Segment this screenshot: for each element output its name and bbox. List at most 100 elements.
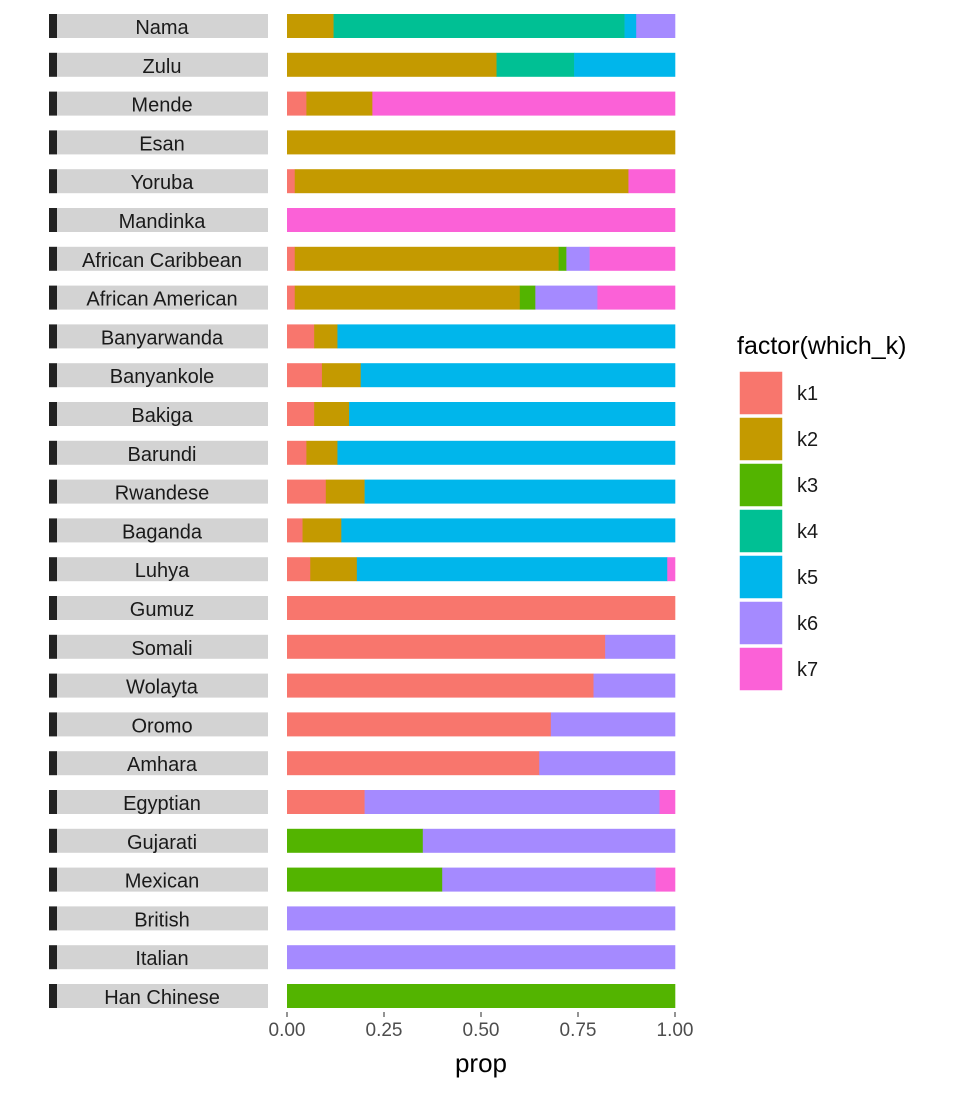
bar-segment-bakiga-k5 bbox=[349, 402, 676, 426]
bar-segment-banyarwanda-k1 bbox=[287, 324, 315, 349]
strip-panel-bakiga bbox=[57, 402, 268, 426]
bar-segment-mende-k1 bbox=[287, 91, 307, 116]
legend-key-k1 bbox=[738, 370, 784, 416]
bar-segment-mende-k7 bbox=[372, 91, 676, 116]
strip-panel-esan bbox=[57, 130, 268, 155]
bar-segment-italian-k6 bbox=[287, 945, 676, 970]
strip-panel-african-american bbox=[57, 285, 268, 310]
bar-segment-esan-k2 bbox=[287, 130, 676, 155]
strip-tick-gumuz bbox=[49, 596, 57, 620]
legend-label-k4: k4 bbox=[797, 521, 818, 543]
strip-panel-british bbox=[57, 906, 268, 931]
bar-segment-bakiga-k1 bbox=[287, 402, 315, 426]
bar-segment-oromo-k6 bbox=[550, 712, 676, 737]
strip-label-mandinka: Mandinka bbox=[119, 211, 207, 233]
bar-segment-amhara-k1 bbox=[287, 751, 540, 776]
bar-segment-oromo-k1 bbox=[287, 712, 552, 737]
bar-segment-mexican-k7 bbox=[655, 867, 676, 892]
strip-panel-banyankole bbox=[57, 363, 268, 388]
strip-tick-barundi bbox=[49, 440, 57, 465]
strip-tick-zulu bbox=[49, 52, 57, 77]
strip-tick-gujarati bbox=[49, 828, 57, 853]
legend-key-k5 bbox=[738, 554, 784, 600]
bar-segment-nama-k6 bbox=[636, 14, 676, 38]
bar-segment-african-caribbean-k2 bbox=[294, 246, 559, 271]
stacked-bars bbox=[287, 14, 676, 1008]
bar-segment-gujarati-k3 bbox=[287, 828, 424, 853]
strip-panel-italian bbox=[57, 945, 268, 970]
bar-segment-banyarwanda-k2 bbox=[314, 324, 338, 349]
bar-segment-egyptian-k6 bbox=[364, 790, 660, 814]
bar-segment-barundi-k1 bbox=[287, 440, 307, 465]
strip-tick-amhara bbox=[49, 751, 57, 776]
bar-segment-banyankole-k5 bbox=[360, 363, 676, 388]
bar-segment-mexican-k3 bbox=[287, 867, 443, 892]
strip-panel-amhara bbox=[57, 751, 268, 776]
bar-segment-african-caribbean-k7 bbox=[589, 246, 676, 271]
bar-segment-african-american-k2 bbox=[294, 285, 521, 310]
strip-panel-mexican bbox=[57, 867, 268, 892]
bar-segment-yoruba-k2 bbox=[294, 169, 629, 194]
x-axis: 0.00 0.25 0.50 0.75 1.00 bbox=[269, 1012, 693, 1041]
strip-label-barundi: Barundi bbox=[128, 444, 197, 466]
legend-label-k1: k1 bbox=[797, 383, 818, 405]
strip-tick-bakiga bbox=[49, 402, 57, 426]
strip-label-esan: Esan bbox=[139, 133, 185, 155]
bar-segment-african-caribbean-k6 bbox=[566, 246, 590, 271]
bar-segment-african-american-k1 bbox=[287, 285, 296, 310]
bar-segment-yoruba-k1 bbox=[287, 169, 296, 194]
strip-label-mende: Mende bbox=[131, 95, 192, 117]
x-tick-label: 0.75 bbox=[560, 1020, 597, 1041]
bar-segment-mende-k2 bbox=[306, 91, 373, 116]
bar-segment-african-caribbean-k1 bbox=[287, 246, 296, 271]
strip-tick-african-american bbox=[49, 285, 57, 310]
strip-label-gujarati: Gujarati bbox=[127, 832, 197, 854]
strip-label-african-caribbean: African Caribbean bbox=[82, 250, 242, 272]
strip-panel-barundi bbox=[57, 440, 268, 465]
bar-segment-african-american-k3 bbox=[519, 285, 536, 310]
bar-segment-british-k6 bbox=[287, 906, 676, 931]
strip-label-gumuz: Gumuz bbox=[130, 599, 194, 621]
strip-label-zulu: Zulu bbox=[143, 56, 182, 78]
strip-tick-rwandese bbox=[49, 479, 57, 504]
strip-tick-yoruba bbox=[49, 169, 57, 194]
strip-label-italian: Italian bbox=[135, 948, 188, 970]
legend-title: factor(which_k) bbox=[737, 332, 907, 360]
strip-tick-banyarwanda bbox=[49, 324, 57, 349]
strip-panel-mende bbox=[57, 91, 268, 116]
strip-label-rwandese: Rwandese bbox=[115, 483, 210, 505]
strip-label-mexican: Mexican bbox=[125, 871, 199, 893]
legend-key-k6 bbox=[738, 600, 784, 646]
strip-panel-somali bbox=[57, 634, 268, 659]
bar-segment-gujarati-k6 bbox=[422, 828, 676, 853]
strip-panel-nama bbox=[57, 14, 268, 38]
strip-label-somali: Somali bbox=[131, 638, 192, 660]
legend-label-k5: k5 bbox=[797, 567, 818, 589]
strip-tick-somali bbox=[49, 634, 57, 659]
strip-panel-gujarati bbox=[57, 828, 268, 853]
legend-label-k2: k2 bbox=[797, 429, 818, 451]
bar-segment-luhya-k7 bbox=[667, 557, 676, 582]
strip-label-luhya: Luhya bbox=[135, 560, 190, 582]
bar-segment-rwandese-k1 bbox=[287, 479, 327, 504]
strip-tick-mexican bbox=[49, 867, 57, 892]
bar-segment-wolayta-k1 bbox=[287, 673, 594, 698]
bar-segment-amhara-k6 bbox=[539, 751, 676, 776]
strip-tick-esan bbox=[49, 130, 57, 155]
legend-label-k3: k3 bbox=[797, 475, 818, 497]
bar-segment-rwandese-k5 bbox=[364, 479, 676, 504]
strip-label-british: British bbox=[134, 909, 190, 931]
strip-panel-wolayta bbox=[57, 673, 268, 698]
bar-segment-banyankole-k2 bbox=[321, 363, 362, 388]
bar-segment-luhya-k2 bbox=[310, 557, 358, 582]
bar-segment-zulu-k5 bbox=[574, 52, 676, 77]
legend-key-k7 bbox=[738, 646, 784, 692]
strip-tick-african-caribbean bbox=[49, 246, 57, 271]
bar-segment-nama-k2 bbox=[287, 14, 334, 38]
strip-tick-nama bbox=[49, 14, 57, 38]
bar-segment-african-caribbean-k3 bbox=[558, 246, 567, 271]
bar-segment-wolayta-k6 bbox=[593, 673, 676, 698]
x-axis-title: prop bbox=[455, 1048, 507, 1078]
strip-label-oromo: Oromo bbox=[131, 715, 192, 737]
strip-panel-luhya bbox=[57, 557, 268, 582]
